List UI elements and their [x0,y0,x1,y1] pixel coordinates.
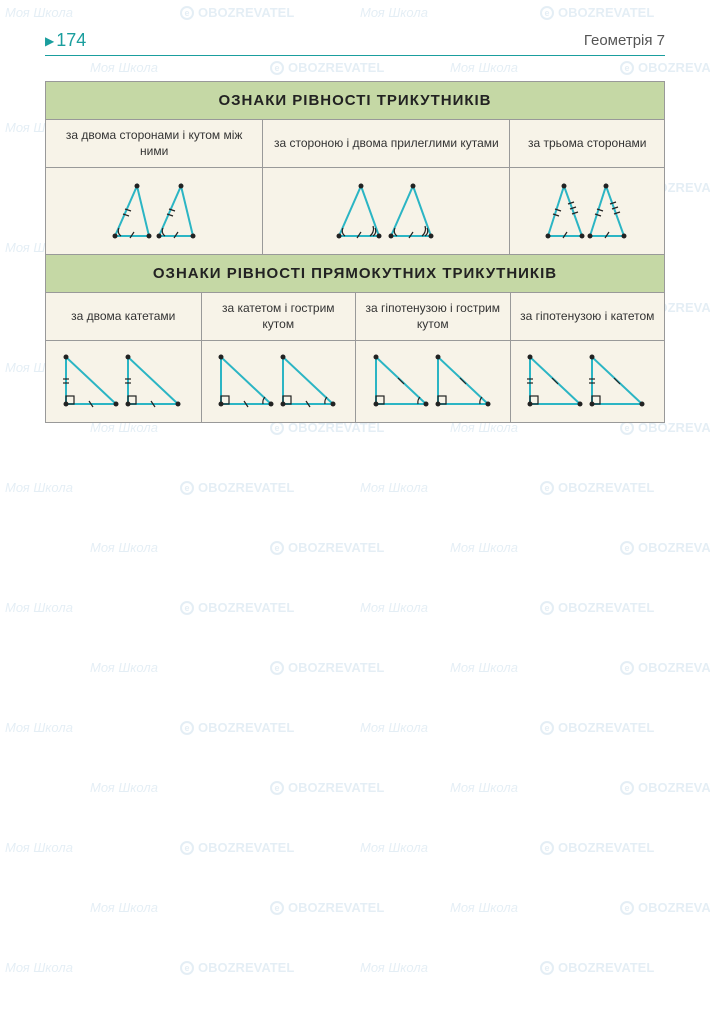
table1-col2: за стороною і двома прилеглими кутами [262,120,509,167]
hl-diagram [510,341,665,422]
table1-title: ОЗНАКИ РІВНОСТІ ТРИКУТНИКІВ [46,82,664,120]
table1-col1: за двома сторонами і кутом між ними [46,120,262,167]
subject-label: Геометрія 7 [584,32,665,49]
page-content: 174 Геометрія 7 ОЗНАКИ РІВНОСТІ ТРИКУТНИ… [0,0,710,453]
page-header: 174 Геометрія 7 [45,30,665,56]
table1-col3: за трьома сторонами [509,120,664,167]
table1-diagrams [46,168,664,255]
ha-diagram [355,341,510,422]
la-diagram [201,341,356,422]
table2-col2: за катетом і гострим кутом [201,293,356,340]
page-number: 174 [45,30,86,51]
asa-diagram [262,168,509,254]
table2-labels: за двома катетами за катетом і гострим к… [46,293,664,341]
sas-diagram [46,168,262,254]
table2-col4: за гіпотенузою і катетом [510,293,665,340]
ll-diagram [46,341,201,422]
table2-diagrams [46,341,664,422]
congruence-tables: ОЗНАКИ РІВНОСТІ ТРИКУТНИКІВ за двома сто… [45,81,665,423]
table1-labels: за двома сторонами і кутом між ними за с… [46,120,664,168]
table2-col3: за гіпотенузою і гострим кутом [355,293,510,340]
table2-title: ОЗНАКИ РІВНОСТІ ПРЯМОКУТНИХ ТРИКУТНИКІВ [46,255,664,293]
sss-diagram [509,168,664,254]
table2-col1: за двома катетами [46,293,201,340]
